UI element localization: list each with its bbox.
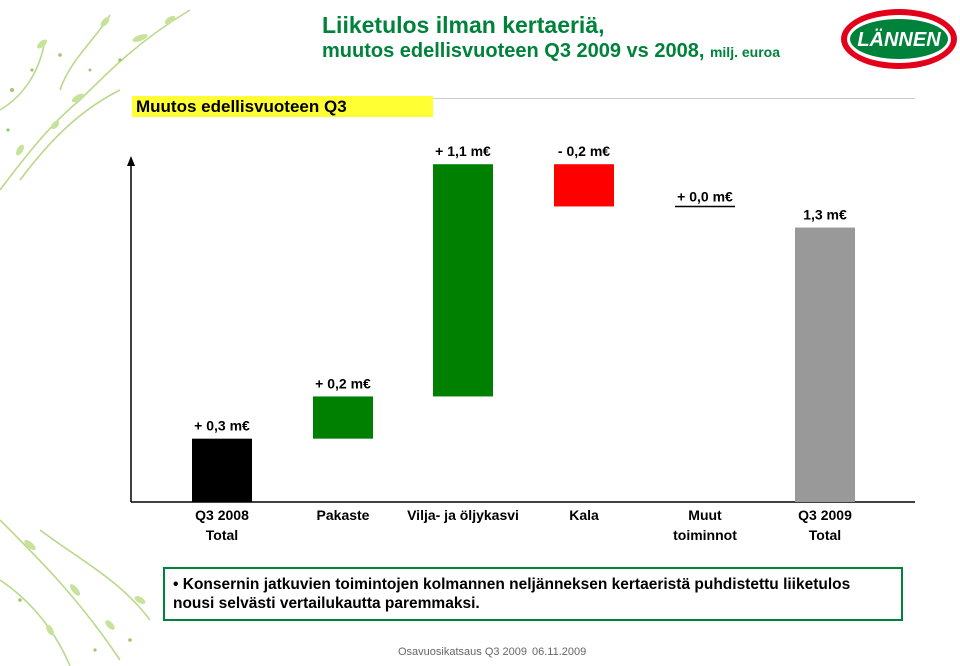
page-title: Liiketulos ilman kertaeriä, muutos edell…: [322, 12, 780, 65]
footer-date: 06.11.2009: [532, 646, 587, 658]
bar-2: [433, 164, 493, 397]
category-label-2-0: Vilja- ja öljykasvi: [407, 507, 519, 523]
lannen-logo: LÄNNEN: [841, 9, 957, 69]
category-label-1-0: Pakaste: [317, 507, 370, 523]
bar-0: [192, 438, 252, 502]
title-unit: milj. euroa: [709, 44, 780, 60]
data-label-2: + 1,1 m€: [435, 143, 491, 159]
data-label-5: 1,3 m€: [803, 207, 847, 223]
category-label-5-1: Total: [809, 527, 841, 543]
category-label-5-0: Q3 2009: [798, 507, 852, 523]
title-line-2: muutos edellisvuoteen Q3 2009 vs 2008, m…: [322, 38, 780, 65]
category-label-3-0: Kala: [569, 507, 599, 523]
footer-report: Osavuosikatsaus Q3 2009: [398, 646, 528, 658]
chart-subtitle: Muutos edellisvuoteen Q3: [132, 96, 433, 117]
logo-text: LÄNNEN: [857, 28, 941, 51]
bar-1: [313, 396, 373, 439]
data-label-3: - 0,2 m€: [558, 143, 610, 159]
category-label-0-0: Q3 2008: [195, 507, 249, 523]
category-label-4-1: toiminnot: [673, 527, 737, 543]
category-label-4-0: Muut: [688, 507, 722, 523]
bar-5: [795, 227, 855, 503]
bar-3: [554, 164, 614, 207]
note-box: • Konsernin jatkuvien toimintojen kolman…: [163, 567, 903, 621]
title-line-2-text: muutos edellisvuoteen Q3 2009 vs 2008,: [322, 40, 705, 62]
y-axis-arrow-icon: [127, 156, 135, 166]
title-line-1: Liiketulos ilman kertaeriä,: [322, 12, 605, 38]
divider-line: [433, 98, 915, 99]
data-label-0: + 0,3 m€: [194, 418, 250, 434]
category-label-0-1: Total: [206, 527, 238, 543]
data-label-1: + 0,2 m€: [315, 375, 371, 391]
data-label-4: + 0,0 m€: [677, 188, 733, 204]
bullet-icon: •: [173, 576, 179, 593]
note-text: Konsernin jatkuvien toimintojen kolmanne…: [173, 576, 851, 612]
